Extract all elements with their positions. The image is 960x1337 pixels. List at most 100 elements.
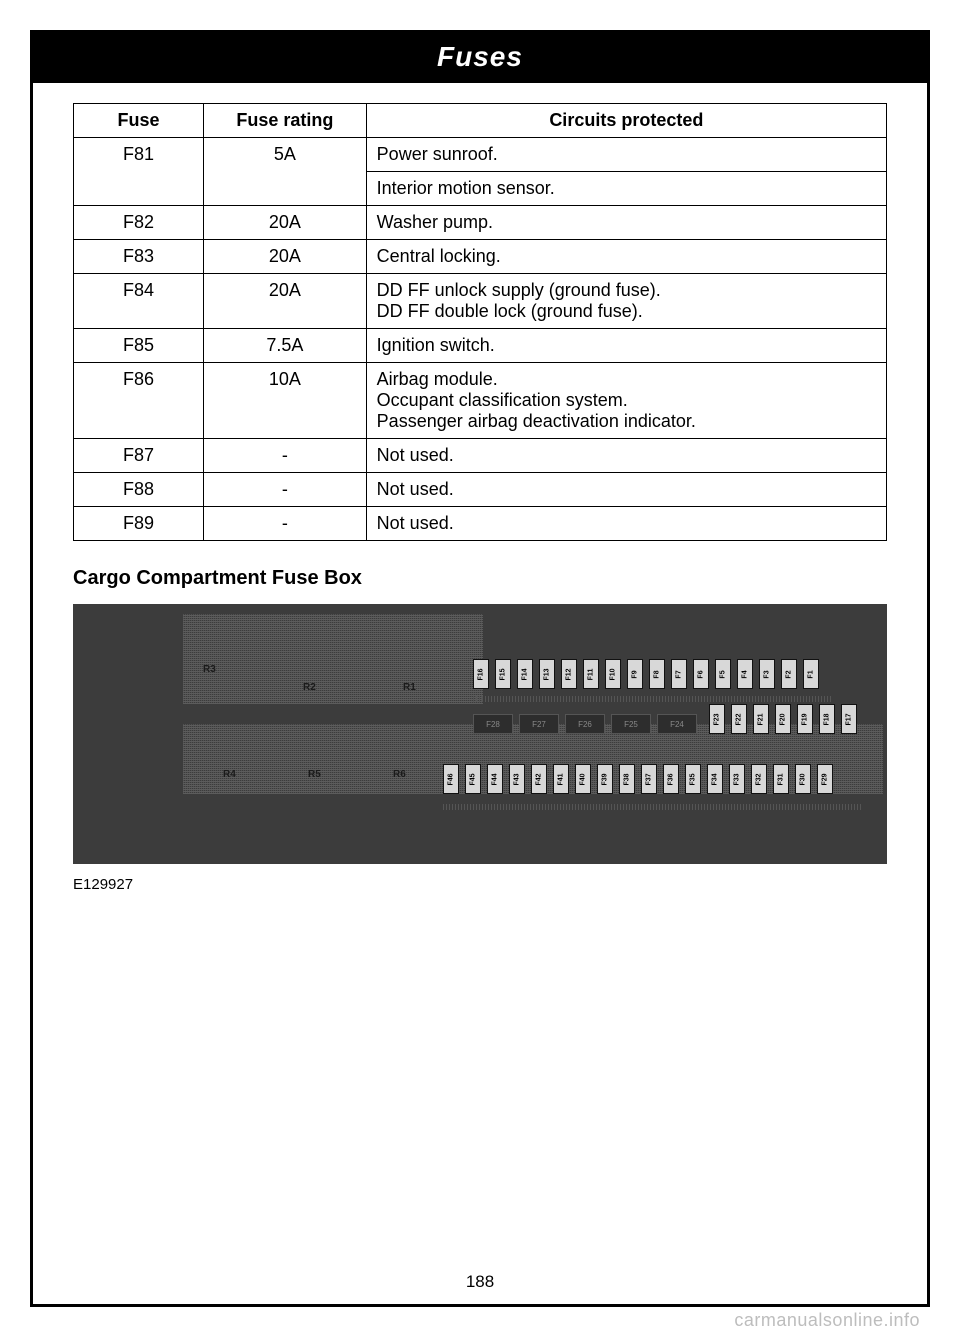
fuse-slot: F33	[729, 764, 745, 794]
table-row: F857.5AIgnition switch.	[74, 329, 887, 363]
cell-rating: 20A	[204, 206, 367, 240]
watermark: carmanualsonline.info	[734, 1310, 920, 1331]
fuse-slot: F21	[753, 704, 769, 734]
section-heading: Cargo Compartment Fuse Box	[73, 567, 887, 590]
fuse-slot: F9	[627, 659, 643, 689]
table-row: F89-Not used.	[74, 507, 887, 541]
fuse-slot: F43	[509, 764, 525, 794]
fuse-slot: F20	[775, 704, 791, 734]
fuse-slot: F12	[561, 659, 577, 689]
cell-rating: 20A	[204, 274, 367, 329]
relay-label: R1	[403, 682, 416, 693]
fuse-slot: F40	[575, 764, 591, 794]
fuse-wide-slot: F27	[519, 714, 559, 734]
col-fuse: Fuse	[74, 104, 204, 138]
fuse-slot: F4	[737, 659, 753, 689]
fuse-slot: F31	[773, 764, 789, 794]
fuse-slot: F42	[531, 764, 547, 794]
fuse-slot: F41	[553, 764, 569, 794]
cell-circuit: Airbag module. Occupant classification s…	[366, 363, 886, 439]
table-row: F8610AAirbag module. Occupant classifica…	[74, 363, 887, 439]
cell-rating: 10A	[204, 363, 367, 439]
fuse-wide-slot: F28	[473, 714, 513, 734]
fuse-slot: F6	[693, 659, 709, 689]
cell-fuse: F81	[74, 138, 204, 206]
cell-circuit: Central locking.	[366, 240, 886, 274]
fuse-slot: F15	[495, 659, 511, 689]
fuse-slot: F22	[731, 704, 747, 734]
cell-rating: 5A	[204, 138, 367, 206]
fuse-slot: F11	[583, 659, 599, 689]
fuse-wide-slot: F25	[611, 714, 651, 734]
fuse-slot: F13	[539, 659, 555, 689]
cell-circuit: Not used.	[366, 473, 886, 507]
fuse-slot: F1	[803, 659, 819, 689]
relay-label: R3	[203, 664, 216, 675]
table-row: F88-Not used.	[74, 473, 887, 507]
fuse-slot: F18	[819, 704, 835, 734]
cell-fuse: F87	[74, 439, 204, 473]
fuse-slot: F16	[473, 659, 489, 689]
fuse-slot: F7	[671, 659, 687, 689]
table-row: F8220AWasher pump.	[74, 206, 887, 240]
fuse-slot: F10	[605, 659, 621, 689]
fuse-slot: F14	[517, 659, 533, 689]
fuse-slot: F19	[797, 704, 813, 734]
fuse-slot: F38	[619, 764, 635, 794]
fuse-slot: F29	[817, 764, 833, 794]
fuse-slot: F32	[751, 764, 767, 794]
fuse-slot: F17	[841, 704, 857, 734]
cell-rating: 7.5A	[204, 329, 367, 363]
fuse-slot: F30	[795, 764, 811, 794]
col-circuit: Circuits protected	[366, 104, 886, 138]
cell-fuse: F83	[74, 240, 204, 274]
col-rating: Fuse rating	[204, 104, 367, 138]
cell-fuse: F88	[74, 473, 204, 507]
relay-label: R4	[223, 769, 236, 780]
fuse-slot: F2	[781, 659, 797, 689]
header-bar: Fuses	[33, 33, 927, 83]
table-row: F8420ADD FF unlock supply (ground fuse).…	[74, 274, 887, 329]
fuse-table: Fuse Fuse rating Circuits protected F815…	[73, 103, 887, 541]
content-area: Fuse Fuse rating Circuits protected F815…	[33, 83, 927, 1304]
page-number: 188	[33, 1272, 927, 1292]
diagram-wrap: R3R2R1R4R5R6F16F15F14F13F12F11F10F9F8F7F…	[73, 604, 887, 864]
fuse-slot: F8	[649, 659, 665, 689]
relay-label: R5	[308, 769, 321, 780]
fuse-slot: F44	[487, 764, 503, 794]
fuse-slot: F37	[641, 764, 657, 794]
relay-label: R6	[393, 769, 406, 780]
fuse-slot: F39	[597, 764, 613, 794]
cell-rating: -	[204, 507, 367, 541]
cell-fuse: F89	[74, 507, 204, 541]
relay-label: R2	[303, 682, 316, 693]
cell-fuse: F82	[74, 206, 204, 240]
table-row: F87-Not used.	[74, 439, 887, 473]
fuse-slot: F35	[685, 764, 701, 794]
cell-circuit: DD FF unlock supply (ground fuse). DD FF…	[366, 274, 886, 329]
fusebox-diagram: R3R2R1R4R5R6F16F15F14F13F12F11F10F9F8F7F…	[73, 604, 887, 864]
cell-circuit: Ignition switch.	[366, 329, 886, 363]
fuse-slot: F36	[663, 764, 679, 794]
cell-circuit: Power sunroof.	[366, 138, 886, 172]
cell-rating: -	[204, 439, 367, 473]
figure-id: E129927	[73, 876, 887, 893]
fuse-slot: F45	[465, 764, 481, 794]
cell-rating: -	[204, 473, 367, 507]
cell-fuse: F84	[74, 274, 204, 329]
page-frame: Fuses Fuse Fuse rating Circuits protecte…	[30, 30, 930, 1307]
fuse-wide-slot: F26	[565, 714, 605, 734]
table-row: F815APower sunroof.	[74, 138, 887, 172]
cell-fuse: F86	[74, 363, 204, 439]
fuse-slot: F23	[709, 704, 725, 734]
cell-rating: 20A	[204, 240, 367, 274]
fuse-slot: F5	[715, 659, 731, 689]
fuse-slot: F34	[707, 764, 723, 794]
fuse-slot: F3	[759, 659, 775, 689]
table-row: F8320ACentral locking.	[74, 240, 887, 274]
cell-circuit: Interior motion sensor.	[366, 172, 886, 206]
cell-fuse: F85	[74, 329, 204, 363]
cell-circuit: Not used.	[366, 507, 886, 541]
page-title: Fuses	[33, 41, 927, 73]
cell-circuit: Washer pump.	[366, 206, 886, 240]
